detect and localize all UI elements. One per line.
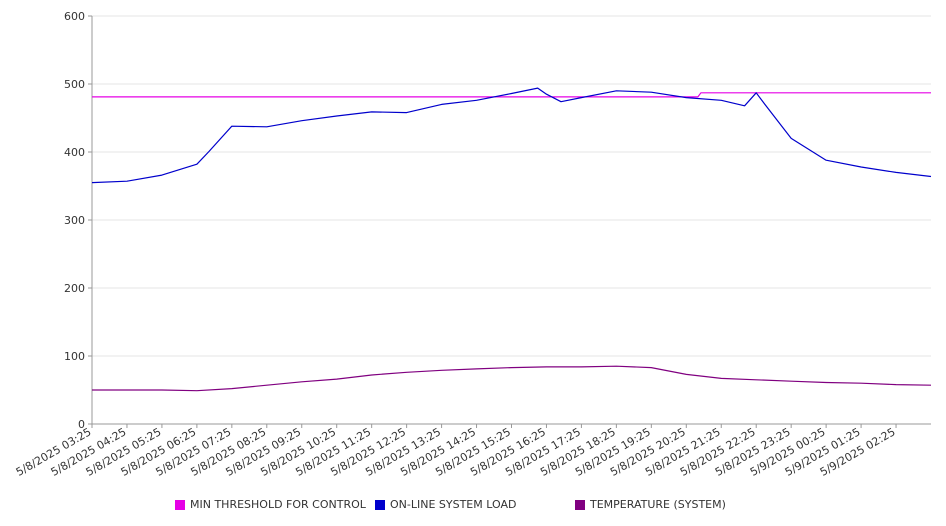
legend-item-system-load[interactable]: ON-LINE SYSTEM LOAD (375, 498, 516, 511)
legend-label-temperature: TEMPERATURE (SYSTEM) (590, 498, 726, 511)
legend-swatch-temperature (575, 499, 585, 510)
series-line-0 (92, 92, 931, 98)
legend-label-min-threshold: MIN THRESHOLD FOR CONTROL (190, 498, 366, 511)
y-axis-ticks: 0 100 200 300 400 500 600 (64, 10, 92, 431)
y-tick-label: 200 (64, 282, 85, 295)
legend-label-system-load: ON-LINE SYSTEM LOAD (390, 498, 517, 511)
y-tick-label: 400 (64, 146, 85, 159)
y-tick-label: 500 (64, 78, 85, 91)
series-line-1 (91, 87, 932, 184)
legend-item-min-threshold[interactable]: MIN THRESHOLD FOR CONTROL (175, 498, 366, 511)
legend: MIN THRESHOLD FOR CONTROL ON-LINE SYSTEM… (0, 498, 946, 514)
grid (92, 15, 931, 357)
legend-item-temperature[interactable]: TEMPERATURE (SYSTEM) (575, 498, 726, 511)
y-tick-label: 600 (64, 10, 85, 23)
y-tick-label: 300 (64, 214, 85, 227)
y-tick-label: 0 (78, 418, 85, 431)
x-axis-ticks: 5/8/2025 03:255/8/2025 04:255/8/2025 05:… (14, 424, 898, 479)
series-line-2 (92, 365, 932, 392)
y-tick-label: 100 (64, 350, 85, 363)
legend-swatch-min-threshold (175, 499, 185, 510)
series-lines (91, 87, 932, 392)
legend-swatch-system-load (375, 499, 385, 510)
